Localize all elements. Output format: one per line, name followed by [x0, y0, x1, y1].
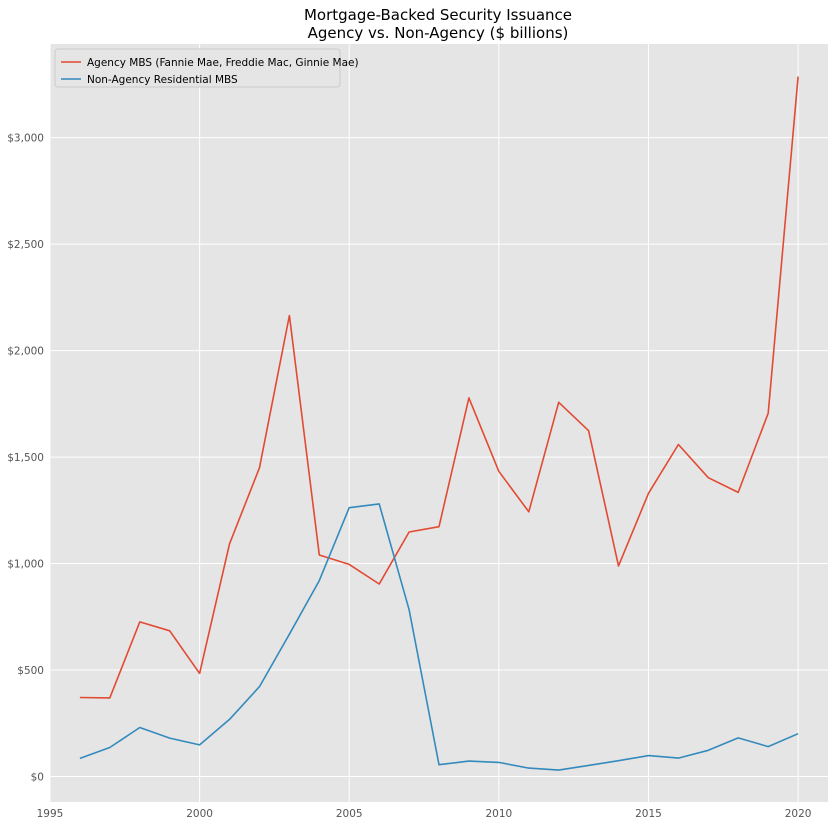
tick-labels: $0 $500 $1,000 $1,500 $2,000 $2,500 $3,000 1995…	[7, 133, 811, 820]
y-tick-label: $1,000	[7, 559, 44, 571]
chart-subtitle: Agency vs. Non-Agency ($ billions)	[308, 24, 569, 42]
legend-label: Agency MBS (Fannie Mae, Freddie Mac, Gin…	[87, 57, 359, 69]
y-tick-label: $1,500	[7, 452, 44, 464]
x-tick-label: 2020	[785, 808, 812, 820]
y-tick-label: $500	[17, 665, 44, 677]
x-tick-label: 1995	[37, 808, 64, 820]
y-tick-label: $2,000	[7, 346, 44, 358]
y-tick-label: $0	[31, 771, 44, 783]
legend-box	[54, 48, 341, 88]
chart-title: Mortgage-Backed Security Issuance	[304, 6, 572, 24]
x-tick-label: 2000	[186, 808, 213, 820]
series-line-0	[79, 76, 799, 699]
legend: Agency MBS (Fannie Mae, Freddie Mac, Gin…	[54, 48, 359, 88]
series-layer	[79, 76, 799, 771]
x-tick-label: 2010	[485, 808, 512, 820]
legend-label: Non-Agency Residential MBS	[87, 74, 238, 86]
grid	[49, 44, 828, 802]
series-line-1	[79, 503, 799, 771]
y-tick-label: $3,000	[7, 133, 44, 145]
y-tick-label: $2,500	[7, 239, 44, 251]
plot-area	[50, 44, 828, 802]
x-tick-label: 2005	[336, 808, 363, 820]
x-tick-label: 2015	[635, 808, 662, 820]
